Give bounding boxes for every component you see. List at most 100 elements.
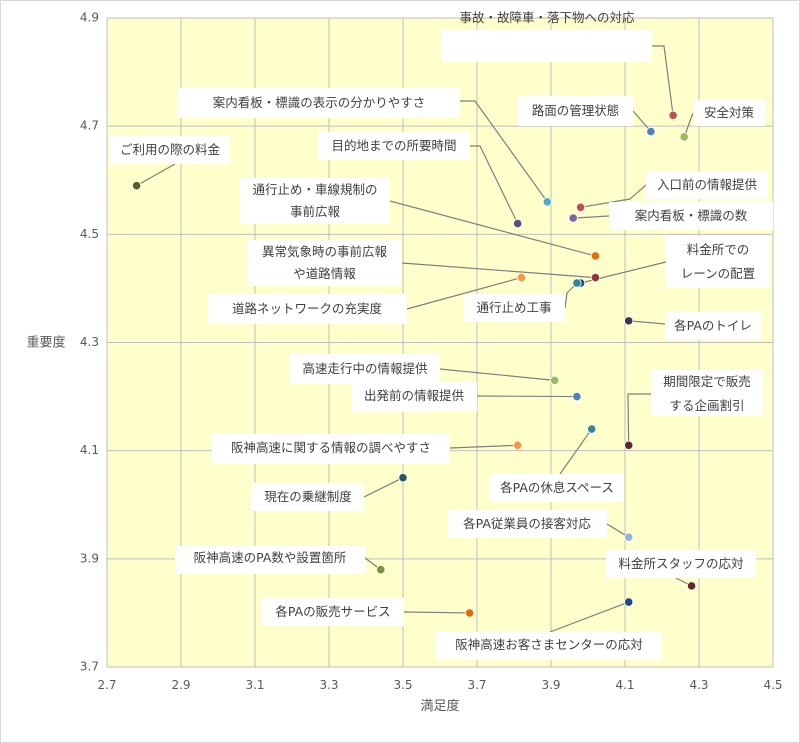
leader-line [406,277,522,310]
leader-line [449,444,518,449]
leader-line [580,184,647,208]
leader-line [573,215,610,219]
data-label: 各PAの販売サービス [275,604,390,619]
x-tick-label: 4.3 [689,678,708,692]
data-point [646,126,656,137]
data-label-box [252,483,364,511]
leader-line [628,320,666,325]
data-label: 目的地までの所要時間 [331,138,456,153]
x-tick-label: 2.9 [171,678,190,692]
data-label: 通行止め工事 [476,300,551,315]
leader-line [403,611,470,614]
x-tick-label: 3.9 [541,678,560,692]
y-axis-title: 重要度 [26,335,65,351]
data-label-box [447,510,607,538]
data-label: ご利用の際の料金 [120,142,221,157]
data-label-box [693,100,765,126]
data-label: 通行止め・車線規制の事前広報 [252,182,377,219]
data-label-box [212,434,450,464]
data-label-box [262,598,404,626]
data-label: 出発前の情報提供 [364,388,464,403]
data-point [376,565,386,575]
x-tick-label: 3.1 [245,678,264,692]
data-label-box [351,382,477,412]
data-point [550,375,560,385]
data-label: 高速走行中の情報提供 [302,361,427,376]
leader-line [476,395,577,398]
data-label-box [110,136,230,164]
data-label-box [175,546,365,574]
x-tick-label: 2.7 [97,678,116,692]
data-point [132,181,142,191]
data-label: 料金所でのレーンの配置 [681,242,755,281]
data-point [686,581,697,591]
x-tick-label: 3.7 [467,678,486,692]
data-point [398,473,408,483]
leader-line [564,282,578,309]
leader-line [652,45,674,116]
data-label-box [609,202,773,230]
data-label-box [651,370,763,416]
data-point [624,316,634,326]
data-label: 安全対策 [704,105,755,120]
leader-line [401,262,596,279]
y-tick-label: 4.9 [80,11,99,25]
leader-line [559,428,593,475]
data-label-box [665,312,761,340]
leader-line [136,163,176,187]
x-axis-ticks: 2.7 2.9 3.1 3.3 3.5 3.7 3.9 4.1 4.3 4.5 [97,678,782,692]
data-label: 各PAの休息スペース [500,480,614,495]
data-label-box [207,294,407,324]
x-axis-title: 満足度 [420,698,459,714]
y-tick-label: 4.1 [80,443,99,457]
y-tick-label: 4.3 [80,335,99,349]
leader-line [627,393,651,446]
x-tick-label: 4.1 [615,678,634,692]
y-tick-label: 4.7 [80,119,99,133]
data-label: 道路ネットワークの充実度 [232,301,383,316]
data-point [572,391,582,402]
leader-line [460,100,548,203]
data-label-box [436,632,662,660]
y-tick-label: 4.5 [80,227,99,241]
data-label: 事故・故障車・落下物への対応 [459,10,635,25]
data-point [590,272,601,283]
data-point [513,218,523,229]
data-point [464,608,475,618]
data-point [624,597,634,607]
data-point [624,440,634,450]
leader-line [549,601,629,633]
data-point [542,197,552,207]
data-label: 期間限定で販売する企画割引 [663,374,751,413]
data-label: 案内看板・標識の数 [635,208,748,223]
data-point [624,532,634,542]
data-point [516,272,527,283]
data-label: 各PA従業員の接客対応 [463,516,591,531]
leader-line [363,477,404,498]
data-label: 各PAのトイレ [674,318,752,333]
data-label-box [646,171,768,199]
data-label-box [606,550,756,578]
leader-line [439,368,555,381]
data-point [568,213,578,223]
data-label: 阪神高速のPA数や設置箇所 [194,550,347,565]
x-tick-label: 3.3 [319,678,338,692]
data-label: 料金所スタッフの応対 [618,556,743,571]
data-label: 阪神高速に関する情報の調べやすさ [231,440,431,455]
data-label-box [518,96,633,126]
data-label-box [290,354,440,384]
data-label: 入口前の情報提供 [657,177,757,192]
data-label-box [463,294,565,322]
y-tick-label: 3.9 [80,551,99,565]
data-label: 路面の管理状態 [532,103,620,118]
y-tick-label: 3.7 [80,660,99,674]
data-label-box [178,88,460,118]
data-label: 案内看板・標識の表示の分かりやすさ [213,95,426,110]
data-label: 現在の乗継制度 [264,489,352,504]
leader-line [470,145,519,224]
data-label: 阪神高速お客さまセンターの応対 [455,637,643,652]
data-point [513,440,523,450]
data-label-box [666,236,770,288]
